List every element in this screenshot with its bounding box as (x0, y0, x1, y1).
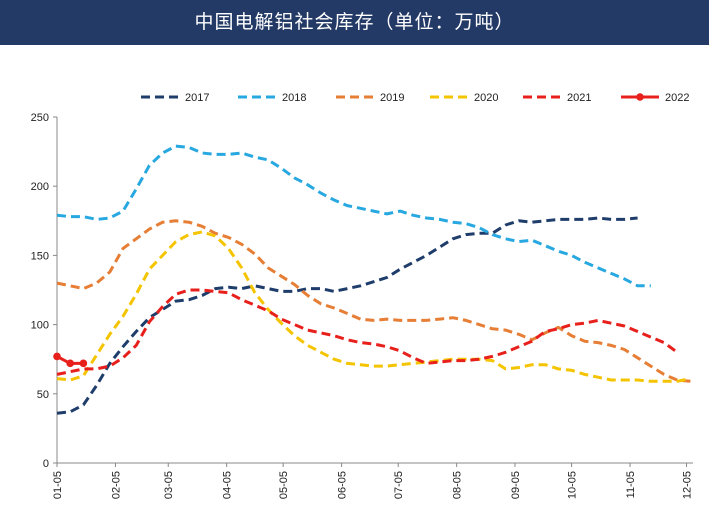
x-tick-label: 01-05 (52, 471, 64, 499)
data-point-2022 (79, 359, 88, 368)
line-chart: 2017 2018 2019 2020 2021 2022 0 50 100 150 200 250… (31, 92, 694, 499)
data-point-2022 (53, 352, 61, 361)
x-tick-label: 03-05 (163, 471, 175, 499)
chart-title: 中国电解铝社会库存（单位：万吨） (194, 11, 515, 33)
series-line-2020 (56, 230, 691, 383)
legend-label-2022: 2022 (665, 92, 689, 104)
legend-label-2019: 2019 (380, 92, 404, 104)
x-tick-label: 12-05 (682, 471, 694, 499)
x-tick-label: 08-05 (452, 471, 464, 499)
x-tick-label: 05-05 (278, 471, 290, 499)
series-layer (53, 144, 691, 415)
series-line-2021 (56, 288, 679, 376)
legend-label-2021: 2021 (567, 92, 591, 104)
y-tick-label: 50 (37, 389, 49, 401)
y-tick-label: 100 (31, 320, 49, 332)
y-tick-label: 200 (31, 181, 49, 193)
title-banner (0, 0, 709, 45)
legend-label-2017: 2017 (185, 92, 209, 104)
data-point-2022 (66, 359, 74, 368)
x-tick-label: 06-05 (337, 471, 349, 499)
x-tick-label: 02-05 (110, 471, 122, 499)
series-line-2017 (56, 216, 638, 415)
x-tick-label: 10-05 (567, 471, 579, 499)
series-line-2019 (56, 219, 691, 383)
x-tick-label: 11-05 (625, 471, 637, 498)
x-tick-label: 09-05 (510, 471, 522, 499)
y-tick-label: 150 (31, 250, 49, 262)
axes: 0 50 100 150 200 250 01-05 02-05 03-05 04-05 05-05… (31, 112, 694, 499)
legend: 2017 2018 2019 2020 2021 2022 (141, 92, 689, 104)
legend-label-2020: 2020 (474, 92, 498, 104)
legend-marker-2022 (636, 93, 644, 101)
series-line-2018 (56, 144, 651, 288)
legend-label-2018: 2018 (282, 92, 306, 104)
y-tick-label: 250 (31, 112, 49, 124)
x-tick-label: 07-05 (393, 471, 405, 499)
y-tick-label: 0 (43, 458, 49, 470)
x-tick-label: 04-05 (222, 471, 234, 499)
